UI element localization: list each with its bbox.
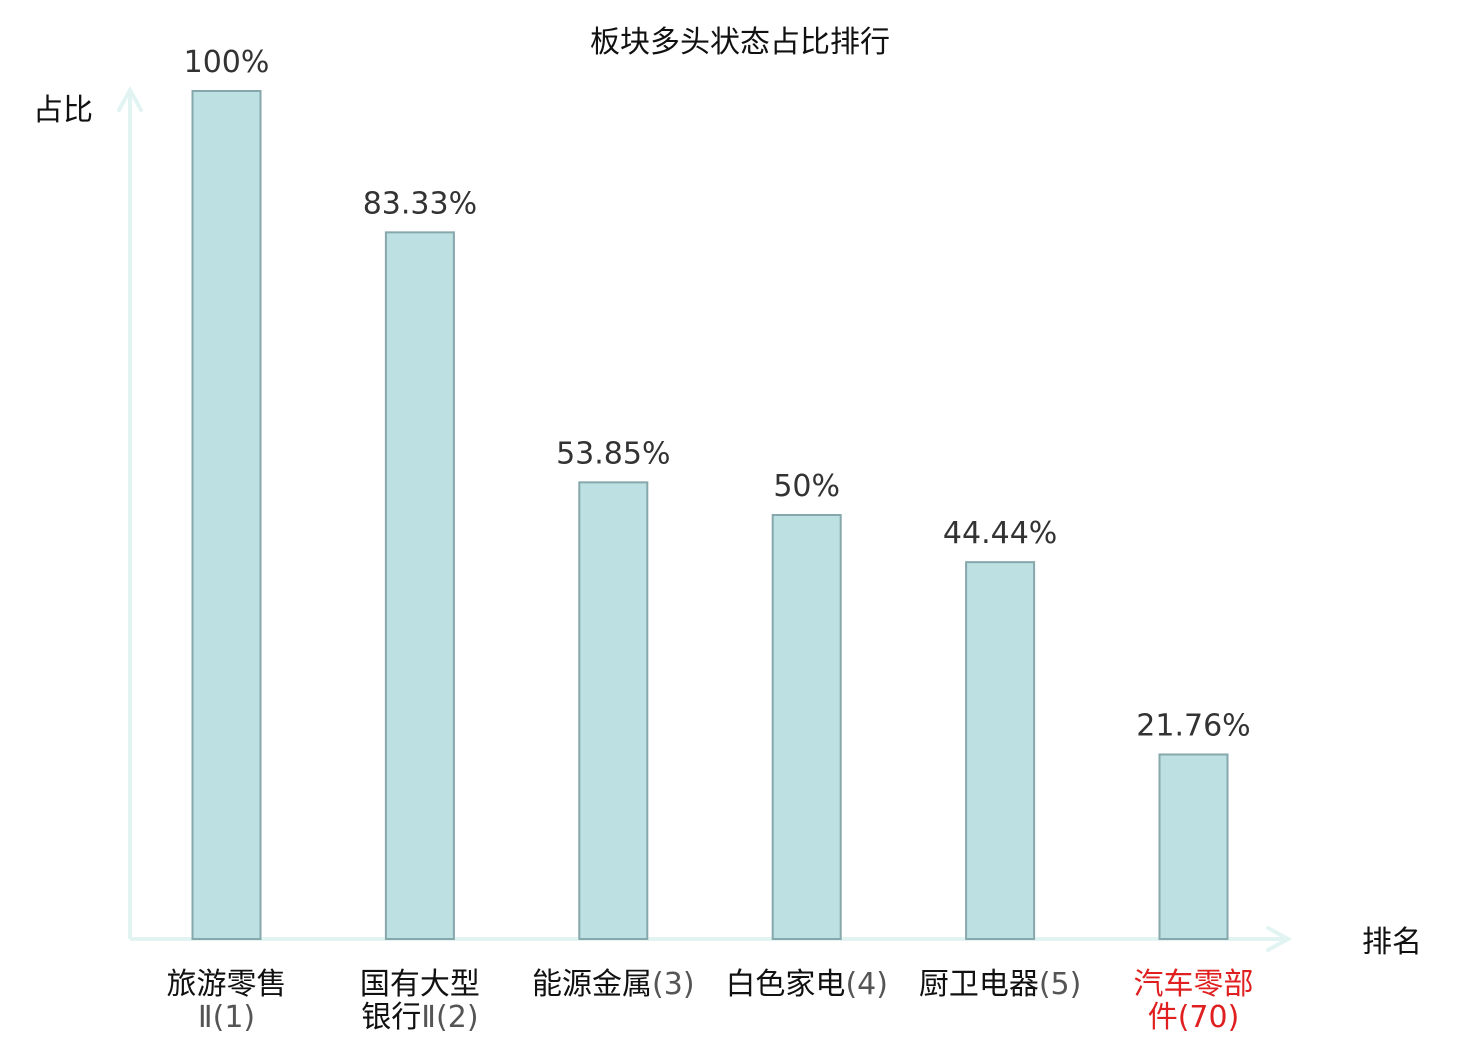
bar	[1158, 753, 1229, 941]
category-label: 旅游零售 Ⅱ(1)	[167, 967, 287, 1035]
category-name: 白色家电	[725, 967, 845, 1002]
bar-value-label: 53.85%	[556, 436, 670, 471]
category-name: 国有大型	[360, 967, 480, 1002]
category-rank: (70)	[1178, 1000, 1240, 1035]
bar	[578, 481, 649, 940]
category-label-line: 能源金属(3)	[532, 967, 695, 1002]
category-label-line: 旅游零售	[167, 967, 287, 1002]
category-label: 厨卫电器(5)	[919, 967, 1082, 1002]
bar-value-label: 50%	[773, 469, 840, 504]
value-labels-group: 100% 83.33% 53.85% 50% 44.44% 21.76%	[184, 45, 1251, 743]
x-axis-label: 排名	[1362, 925, 1422, 960]
category-name: 旅游零售	[167, 967, 287, 1002]
category-rank: (4)	[845, 967, 888, 1002]
category-label-line: 银行Ⅱ(2)	[361, 1000, 478, 1035]
category-name: 厨卫电器	[919, 967, 1039, 1002]
category-label-line: 件(70)	[1148, 1000, 1240, 1035]
category-label: 白色家电(4)	[725, 967, 888, 1002]
category-rank: (3)	[652, 967, 695, 1002]
category-name: 银行	[361, 1000, 421, 1035]
bar	[384, 231, 455, 941]
category-label: 汽车零部件(70)	[1134, 967, 1254, 1035]
bar	[191, 90, 262, 940]
category-label-line: 厨卫电器(5)	[919, 967, 1082, 1002]
bar-value-label: 83.33%	[363, 186, 477, 221]
category-name: 能源金属	[532, 967, 652, 1002]
category-rank: Ⅱ(1)	[198, 1000, 255, 1035]
bar-value-label: 44.44%	[943, 516, 1057, 551]
category-label-line: 白色家电(4)	[725, 967, 888, 1002]
chart-title: 板块多头状态占比排行	[590, 25, 890, 60]
category-label-line: Ⅱ(1)	[198, 1000, 255, 1035]
category-label-line: 国有大型	[360, 967, 480, 1002]
category-labels-group: 旅游零售 Ⅱ(1) 国有大型银行Ⅱ(2) 能源金属(3) 白色家电(4) 厨卫电器(5) 汽…	[167, 967, 1254, 1035]
category-label-line: 汽车零部	[1134, 967, 1254, 1002]
category-label: 国有大型银行Ⅱ(2)	[360, 967, 480, 1035]
category-name: 汽车零部	[1134, 967, 1254, 1002]
category-rank: Ⅱ(2)	[421, 1000, 478, 1035]
bars-group	[191, 90, 1229, 941]
bar-value-label: 100%	[184, 45, 270, 80]
y-axis-label: 占比	[33, 93, 93, 128]
bar	[965, 561, 1036, 940]
category-name: 件	[1148, 1000, 1178, 1035]
bar-value-label: 21.76%	[1136, 708, 1250, 743]
category-label: 能源金属(3)	[532, 967, 695, 1002]
y-axis-arrow-icon	[117, 85, 143, 112]
category-rank: (5)	[1039, 967, 1082, 1002]
axes	[117, 85, 1293, 952]
x-axis-arrow-icon	[1266, 926, 1293, 952]
bar	[771, 514, 842, 940]
